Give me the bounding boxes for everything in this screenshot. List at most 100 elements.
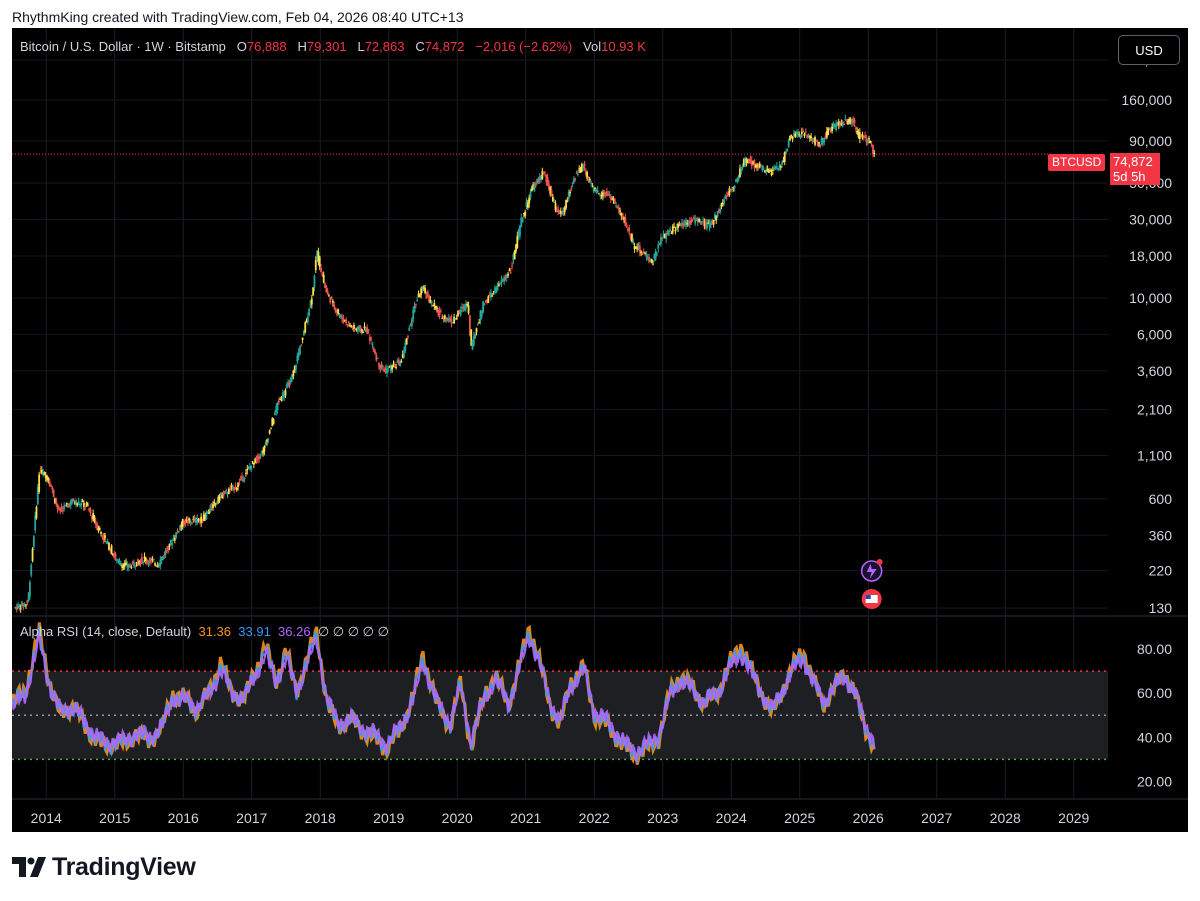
chart-area[interactable]: 2014 2015 2016 2017 2018 2019 2020 2021 2022 2023…: [12, 28, 1188, 832]
bar-countdown: 5d 5h: [1113, 169, 1146, 184]
price-candle: [400, 360, 403, 363]
price-candle: [523, 212, 525, 215]
price-candle: [787, 140, 790, 148]
price-candle: [583, 162, 586, 167]
price-candle: [561, 213, 564, 215]
price-candle: [30, 564, 33, 576]
price-candle: [600, 195, 603, 197]
price-candle: [711, 220, 714, 222]
low-value: 72,863: [364, 39, 405, 54]
tradingview-logo[interactable]: TradingView: [12, 852, 196, 882]
x-tick-label: 2017: [236, 810, 267, 826]
price-candle: [272, 419, 275, 425]
price-candle: [403, 349, 405, 358]
price-candle: [304, 322, 307, 333]
price-candle: [815, 140, 818, 142]
x-tick-label: 2021: [510, 810, 541, 826]
price-candle: [803, 134, 806, 137]
price-candle: [504, 276, 507, 278]
price-candle: [395, 367, 398, 369]
currency-button[interactable]: USD: [1118, 35, 1180, 65]
price-candle: [411, 318, 413, 327]
change-value: −2,016 (−2.62%): [475, 39, 573, 54]
price-candle: [612, 199, 615, 202]
price-candle: [463, 306, 466, 311]
price-candle: [339, 314, 342, 318]
price-candle: [849, 118, 852, 122]
price-candle: [795, 132, 798, 134]
low-label: L: [357, 39, 365, 54]
price-candle: [586, 172, 589, 179]
price-candle: [22, 603, 25, 607]
price-candle: [239, 479, 242, 481]
price-candle: [744, 158, 747, 166]
price-candle: [212, 504, 214, 508]
price-candle: [39, 469, 42, 472]
price-candle: [482, 301, 484, 313]
price-candle: [857, 131, 860, 137]
price-candle: [293, 365, 296, 371]
x-tick-label: 2015: [99, 810, 130, 826]
price-candle: [749, 159, 752, 162]
price-candle: [18, 604, 21, 609]
price-candle: [625, 224, 628, 228]
price-candle: [347, 321, 350, 323]
price-candle: [363, 326, 366, 329]
price-candle: [206, 511, 209, 513]
price-candle: [312, 287, 315, 296]
price-candle: [171, 543, 174, 546]
price-candle: [296, 355, 299, 362]
price-candle: [700, 222, 703, 225]
price-candle: [781, 161, 783, 165]
price-candle: [472, 336, 475, 346]
price-candle: [756, 164, 758, 168]
price-candle: [715, 215, 718, 221]
last-price-tag: 74,872 5d 5h: [1110, 153, 1160, 185]
price-candle: [48, 480, 51, 487]
price-candle: [134, 565, 137, 567]
price-candle: [797, 131, 799, 135]
price-candle: [669, 229, 672, 232]
price-candle: [757, 166, 760, 168]
price-candle: [90, 516, 93, 519]
price-candle: [766, 168, 769, 172]
price-candle: [528, 197, 531, 204]
price-candle: [69, 500, 72, 506]
price-candle: [645, 255, 648, 257]
price-candle: [804, 131, 807, 133]
price-candle: [34, 515, 37, 531]
price-candle: [173, 538, 176, 541]
price-candle: [769, 170, 772, 172]
chart-caption: RhythmKing created with TradingView.com,…: [12, 9, 464, 25]
price-candle: [379, 365, 382, 369]
price-candle: [275, 406, 278, 413]
price-candle: [573, 178, 575, 183]
close-label: C: [415, 39, 425, 54]
price-candle: [125, 562, 127, 565]
price-candle: [114, 553, 117, 558]
price-candle: [328, 295, 330, 297]
price-candle: [387, 368, 390, 370]
price-candle: [26, 600, 29, 604]
price-candle: [113, 554, 116, 558]
price-candle: [824, 135, 827, 139]
price-candle: [139, 561, 142, 564]
price-candle: [292, 370, 295, 377]
price-candle: [408, 327, 411, 331]
price-candle: [440, 311, 442, 313]
price-candle: [189, 520, 192, 523]
price-candle: [536, 179, 538, 184]
price-candles: [14, 114, 876, 613]
price-candle: [566, 200, 569, 203]
price-candle: [799, 136, 802, 138]
price-candle: [654, 251, 657, 260]
price-candle: [152, 558, 155, 560]
price-candle: [38, 474, 41, 493]
price-candle: [739, 168, 741, 177]
price-candle: [426, 291, 429, 295]
price-candle: [263, 446, 266, 452]
price-candle: [603, 191, 606, 195]
price-candle: [646, 257, 649, 259]
price-candle: [237, 482, 239, 487]
price-candle: [462, 306, 465, 309]
